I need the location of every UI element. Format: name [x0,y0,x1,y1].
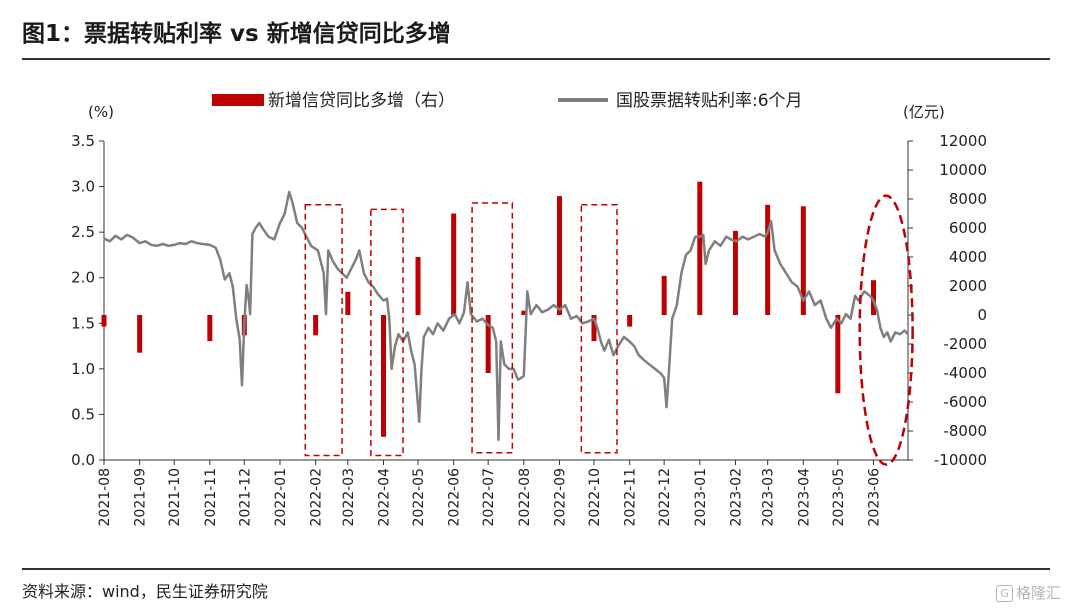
watermark: G 格隆汇 [995,582,1061,603]
left-tick-label: 3.5 [71,132,95,150]
bar-2022-03 [345,291,351,315]
bar-2022-06 [451,213,457,315]
bar-2022-11 [627,315,633,327]
bar-2021-09 [137,315,143,353]
bar-2021-08 [101,315,107,327]
x-tick-label: 2023-01 [693,468,709,527]
figure-title: 图1：票据转贴利率 vs 新增信贷同比多增 [22,21,451,47]
x-tick-label: 2022-01 [273,468,289,527]
highlight-ellipse-5 [858,194,914,466]
axes: 0.0 0.5 1.0 1.5 2.0 2.5 3.0 3.5 -10000 -8000 -6000… [71,132,987,527]
source-note: 资料来源：wind，民生证券研究院 [22,582,268,601]
right-tick-label: 4000 [949,248,987,266]
right-tick-label: -10000 [934,451,987,469]
x-tick-label: 2023-03 [761,468,777,527]
highlight-box-1 [304,204,343,457]
x-tick-label: 2022-02 [309,468,325,527]
right-tick-label: -6000 [943,393,987,411]
x-tick-label: 2023-06 [866,468,882,527]
bar-series [101,181,876,437]
bar-2023-05 [835,315,841,394]
highlight-box-3 [471,202,514,454]
left-tick-label: 1.5 [71,314,95,332]
top-rule [22,58,1050,60]
annotations [304,194,914,466]
right-tick-label: 2000 [949,277,987,295]
bar-2022-02 [313,315,319,336]
bar-2022-09 [556,196,562,315]
x-tick-label: 2022-03 [341,468,357,527]
x-tick-label: 2022-07 [481,468,497,527]
x-tick-label: 2022-08 [517,468,533,527]
x-tick-label: 2023-02 [728,468,744,527]
bar-2021-11 [207,315,213,342]
legend-swatch-bars [212,94,264,106]
bar-2022-07 [485,315,491,373]
bar-2023-02 [732,230,738,315]
x-tick-label: 2023-04 [796,468,812,527]
highlight-box-4 [580,204,618,454]
right-axis-unit: (亿元) [903,103,945,121]
x-tick-label: 2023-05 [831,468,847,527]
watermark-text: 格隆汇 [1015,584,1061,602]
right-tick-label: 12000 [939,132,987,150]
right-tick-label: -2000 [943,335,987,353]
right-tick-label: 8000 [949,190,987,208]
x-tick-label: 2022-04 [377,468,393,527]
right-tick-label: -8000 [943,422,987,440]
bar-2023-06 [870,280,876,315]
left-tick-label: 3.0 [71,178,95,196]
bar-2022-04 [381,315,387,437]
bar-2023-01 [697,181,703,315]
left-tick-label: 1.0 [71,360,95,378]
left-tick-label: 2.0 [71,269,95,287]
x-tick-label: 2022-09 [552,468,568,527]
bar-2022-10 [591,315,597,342]
left-tick-label: 2.5 [71,223,95,241]
line-series [103,190,909,442]
bar-2022-08 [521,310,527,315]
bar-2023-04 [800,206,806,315]
x-tick-label: 2022-05 [411,468,427,527]
watermark-icon: G [995,585,1013,602]
x-tick-label: 2021-08 [97,468,113,527]
x-tick-label: 2022-10 [587,468,603,527]
x-tick-label: 2022-12 [657,468,673,527]
bar-2023-03 [765,204,771,315]
left-axis-unit: (%) [88,103,114,121]
right-tick-label: 6000 [949,219,987,237]
x-tick-label: 2021-10 [167,468,183,527]
bottom-rule [22,568,1050,570]
right-tick-label: 10000 [939,161,987,179]
x-tick-label: 2021-12 [237,468,253,527]
highlight-box-2 [370,208,404,457]
right-tick-label: 0 [977,306,987,324]
x-tick-label: 2021-09 [133,468,149,527]
legend-label-line: 国股票据转贴利率:6个月 [616,91,803,111]
right-tick-label: -4000 [943,364,987,382]
left-tick-label: 0.5 [71,405,95,423]
bar-2022-12 [661,275,667,315]
left-tick-label: 0.0 [71,451,95,469]
legend: 新增信贷同比多增（右） 国股票据转贴利率:6个月 [212,91,803,111]
x-tick-label: 2021-11 [203,468,219,527]
bar-2022-05 [415,257,421,315]
rate-line [103,190,909,442]
x-tick-label: 2022-06 [447,468,463,527]
legend-label-bars: 新增信贷同比多增（右） [268,91,455,111]
x-tick-label: 2022-11 [623,468,639,527]
